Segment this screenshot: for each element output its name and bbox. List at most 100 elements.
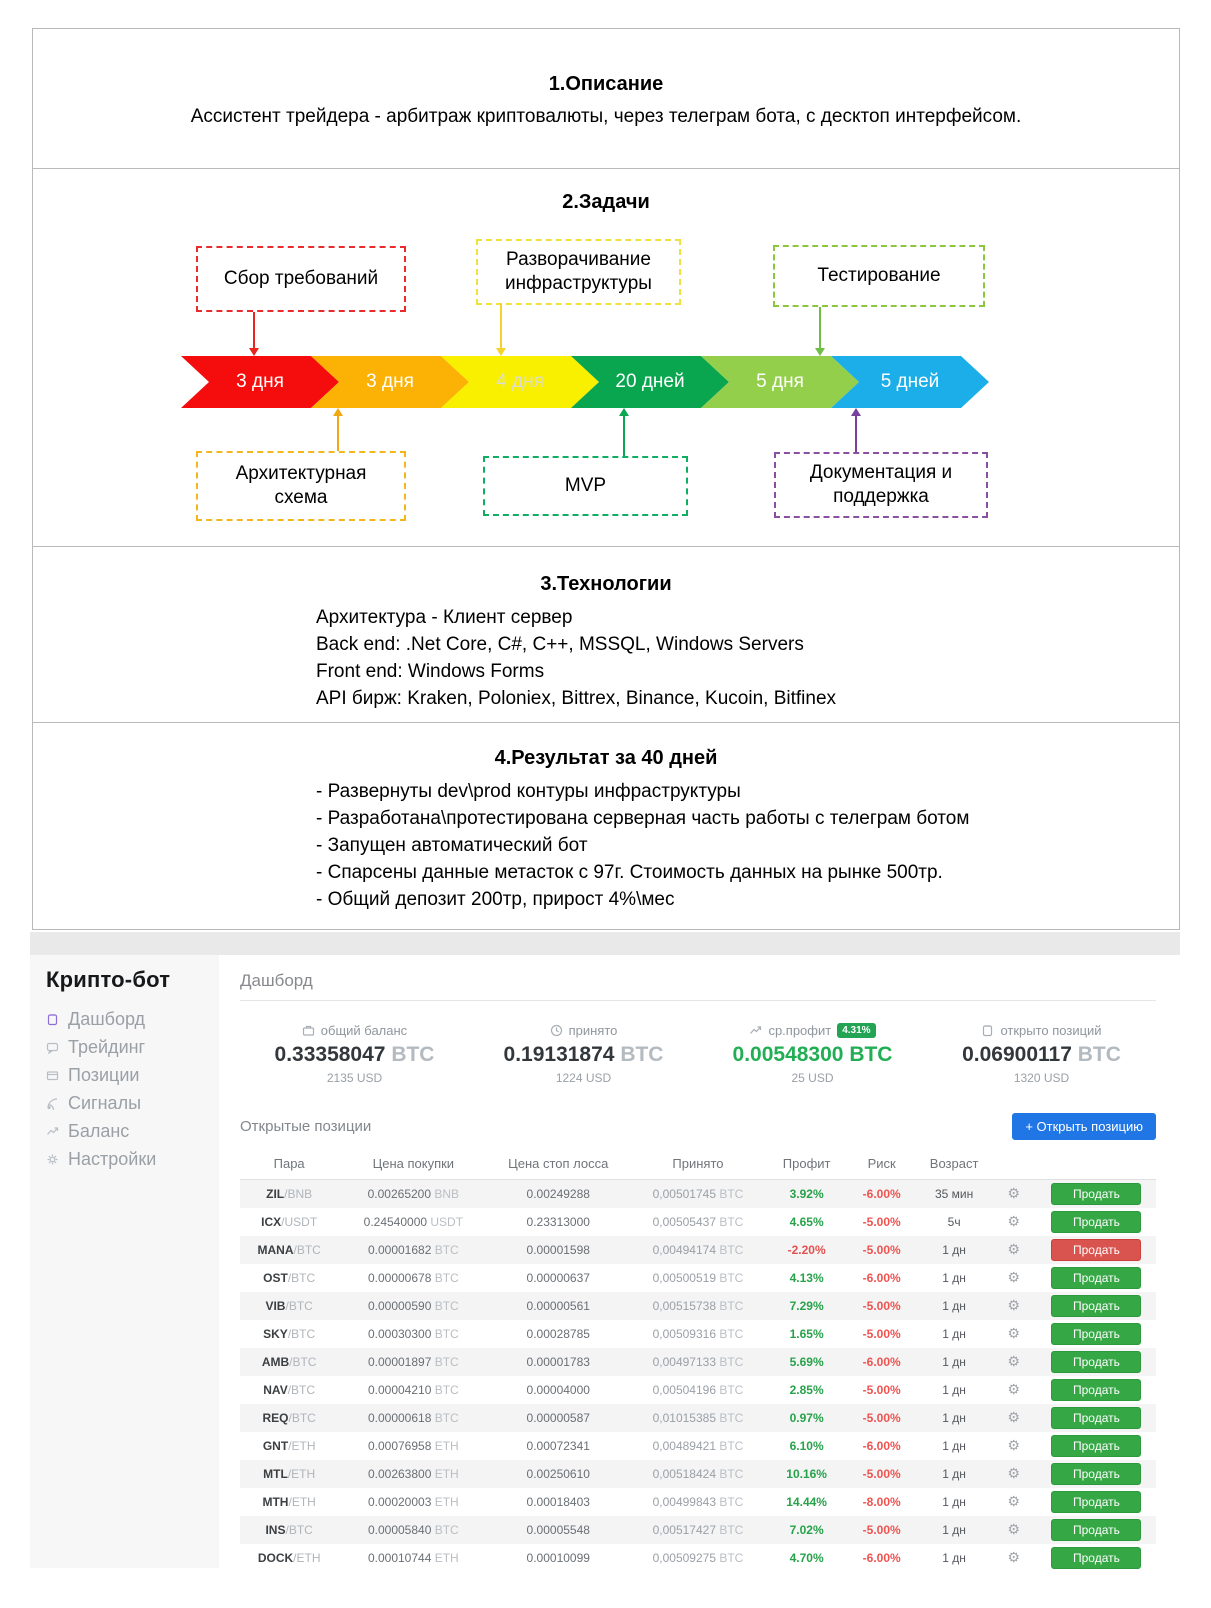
sell-button[interactable]: Продать <box>1051 1183 1142 1205</box>
section1-title: 1.Описание <box>548 73 664 95</box>
sidebar-item-trading[interactable]: Трейдинг <box>46 1037 219 1058</box>
age-cell: 5ч <box>947 1215 961 1229</box>
sell-button[interactable]: Продать <box>1051 1351 1142 1373</box>
table-row: OST/BTC 0.00000678 BTC 0.00000637 0,0050… <box>240 1264 1156 1292</box>
accepted-cell: 0,00505437 BTC <box>652 1215 744 1229</box>
age-cell: 1 дн <box>942 1523 966 1537</box>
pair-symbol: MANA <box>257 1243 294 1257</box>
trend-icon <box>749 1024 762 1037</box>
profit-cell: 4.13% <box>789 1271 824 1285</box>
connector-line <box>337 415 339 451</box>
stop-loss-cell: 0.00001783 <box>526 1355 590 1369</box>
pair-cell: OST/BTC <box>240 1264 338 1292</box>
row-settings-gear-icon[interactable]: ⚙ <box>1007 1550 1020 1566</box>
balance-icon <box>46 1125 59 1138</box>
pair-cell: MTL/ETH <box>240 1460 338 1488</box>
age-cell: 1 дн <box>942 1467 966 1481</box>
row-settings-gear-icon[interactable]: ⚙ <box>1007 1326 1020 1342</box>
row-settings-gear-icon[interactable]: ⚙ <box>1007 1354 1020 1370</box>
row-settings-gear-icon[interactable]: ⚙ <box>1007 1242 1020 1258</box>
risk-cell: -6.00% <box>862 1439 901 1453</box>
section-description: 1.Описание Ассистент трейдера - арбитраж… <box>33 29 1179 169</box>
pair-cell: AMB/BTC <box>240 1348 338 1376</box>
table-row: AMB/BTC 0.00001897 BTC 0.00001783 0,0049… <box>240 1348 1156 1376</box>
sell-button[interactable]: Продать <box>1051 1519 1142 1541</box>
row-settings-gear-icon[interactable]: ⚙ <box>1007 1410 1020 1426</box>
stat-value: 0.06900117 BTC <box>962 1043 1121 1066</box>
sell-button[interactable]: Продать <box>1051 1323 1142 1345</box>
stop-loss-cell: 0.00250610 <box>526 1467 590 1481</box>
profit-cell: 4.70% <box>789 1551 824 1565</box>
stop-loss-cell: 0.00010099 <box>526 1551 590 1565</box>
pair-quote: /BTC <box>289 1355 317 1369</box>
row-settings-gear-icon[interactable]: ⚙ <box>1007 1494 1020 1510</box>
row-settings-gear-icon[interactable]: ⚙ <box>1007 1438 1020 1454</box>
stat-usd-value: 1320 USD <box>1013 1071 1070 1085</box>
sell-button[interactable]: Продать <box>1051 1379 1142 1401</box>
column-header: Цена покупки <box>338 1150 489 1180</box>
crypto-bot-app: Крипто-бот Дашборд Трейдинг Позиции Сигналы… <box>30 955 1180 1569</box>
profit-cell: 2.85% <box>789 1383 824 1397</box>
table-row: INS/BTC 0.00005840 BTC 0.00005548 0,0051… <box>240 1516 1156 1544</box>
row-settings-gear-icon[interactable]: ⚙ <box>1007 1298 1020 1314</box>
arrow-icon <box>851 408 861 416</box>
stat-label-text: открыто позиций <box>1000 1023 1102 1038</box>
risk-cell: -6.00% <box>862 1271 901 1285</box>
pair-symbol: VIB <box>265 1299 286 1313</box>
buy-price-cell: 0.00076958 ETH <box>367 1439 459 1453</box>
arrow-icon <box>619 408 629 416</box>
row-settings-gear-icon[interactable]: ⚙ <box>1007 1466 1020 1482</box>
buy-price-cell: 0.00005840 BTC <box>367 1523 459 1537</box>
pair-cell: NAV/BTC <box>240 1376 338 1404</box>
clock-icon <box>550 1024 563 1037</box>
stop-loss-cell: 0.00000637 <box>526 1271 590 1285</box>
table-row: VIB/BTC 0.00000590 BTC 0.00000561 0,0051… <box>240 1292 1156 1320</box>
stat-value: 0.19131874 BTC <box>503 1043 664 1066</box>
risk-cell: -6.00% <box>862 1551 901 1565</box>
sell-button[interactable]: Продать <box>1051 1435 1142 1457</box>
pair-quote: /ETH <box>287 1467 316 1481</box>
profit-cell: 7.29% <box>789 1299 824 1313</box>
risk-cell: -5.00% <box>862 1215 901 1229</box>
sell-button[interactable]: Продать <box>1051 1547 1142 1569</box>
stat-label: общий баланс <box>240 1023 469 1038</box>
row-settings-gear-icon[interactable]: ⚙ <box>1007 1522 1020 1538</box>
arrow-icon <box>333 408 343 416</box>
sidebar-item-balance[interactable]: Баланс <box>46 1121 219 1142</box>
row-settings-gear-icon[interactable]: ⚙ <box>1007 1382 1020 1398</box>
sell-button[interactable]: Продать <box>1051 1239 1142 1261</box>
row-settings-gear-icon[interactable]: ⚙ <box>1007 1186 1020 1202</box>
accepted-cell: 0,00489421 BTC <box>652 1439 744 1453</box>
pair-symbol: OST <box>263 1271 288 1285</box>
sidebar-item-settings[interactable]: Настройки <box>46 1149 219 1170</box>
sell-button[interactable]: Продать <box>1051 1295 1142 1317</box>
risk-cell: -5.00% <box>862 1243 901 1257</box>
sell-button[interactable]: Продать <box>1051 1211 1142 1233</box>
sell-button[interactable]: Продать <box>1051 1407 1142 1429</box>
row-settings-gear-icon[interactable]: ⚙ <box>1007 1214 1020 1230</box>
sidebar-item-dashboard[interactable]: Дашборд <box>46 1009 219 1030</box>
section-results: 4.Результат за 40 дней - Развернуты dev\… <box>33 723 1179 930</box>
column-header <box>990 1150 1037 1180</box>
age-cell: 1 дн <box>942 1495 966 1509</box>
open-position-button[interactable]: + Открыть позицию <box>1012 1113 1156 1140</box>
risk-cell: -8.00% <box>862 1495 901 1509</box>
timeline-segment: 5 дней <box>831 356 989 408</box>
stop-loss-cell: 0.23313000 <box>526 1215 590 1229</box>
task-box: Разворачивание инфраструктуры <box>476 239 681 305</box>
age-cell: 1 дн <box>942 1355 966 1369</box>
sell-button[interactable]: Продать <box>1051 1491 1142 1513</box>
row-settings-gear-icon[interactable]: ⚙ <box>1007 1270 1020 1286</box>
sidebar-item-signals[interactable]: Сигналы <box>46 1093 219 1114</box>
sell-button[interactable]: Продать <box>1051 1267 1142 1289</box>
profit-cell: 5.69% <box>789 1355 824 1369</box>
result-line: - Разработана\протестирована серверная ч… <box>316 808 970 829</box>
stop-loss-cell: 0.00001598 <box>526 1243 590 1257</box>
sidebar-item-positions[interactable]: Позиции <box>46 1065 219 1086</box>
age-cell: 1 дн <box>942 1551 966 1565</box>
sell-button[interactable]: Продать <box>1051 1463 1142 1485</box>
column-header: Риск <box>845 1150 918 1180</box>
buy-price-cell: 0.24540000 USDT <box>363 1215 464 1229</box>
stop-loss-cell: 0.00072341 <box>526 1439 590 1453</box>
risk-cell: -5.00% <box>862 1383 901 1397</box>
